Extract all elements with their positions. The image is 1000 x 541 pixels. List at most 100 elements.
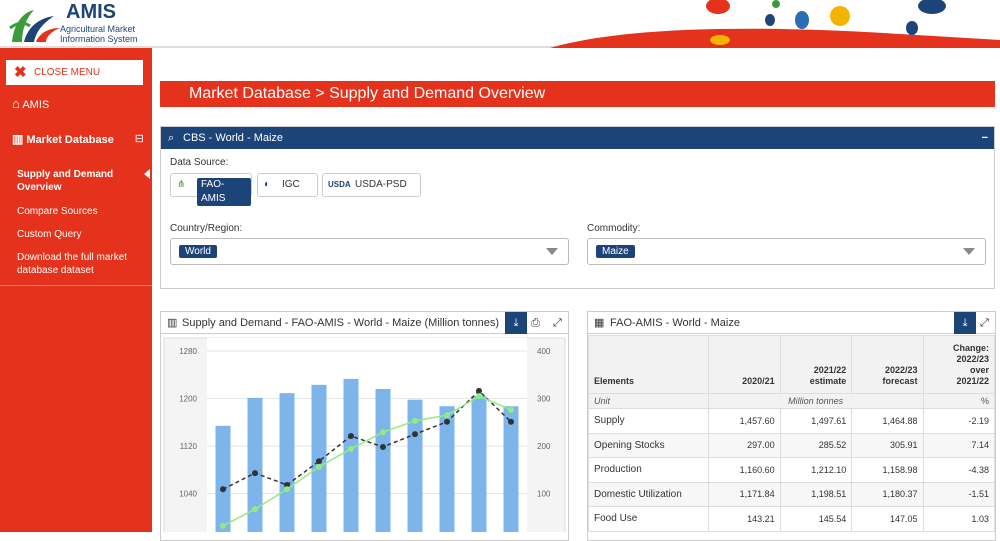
label: Data Source: <box>170 157 228 168</box>
print[interactable]: ⎙ <box>531 312 540 334</box>
label: Country/Region: <box>170 223 242 234</box>
table-cell: -2.19 <box>923 409 995 434</box>
table-cell: 147.05 <box>852 507 923 532</box>
table-cell: Supply <box>589 409 709 434</box>
table-row: Elements2020/212021/22 estimate2022/23 f… <box>589 336 995 394</box>
line-marker <box>348 433 354 439</box>
table-cell: 7.14 <box>923 433 995 458</box>
table-cell: 1,158.98 <box>852 458 923 483</box>
unit-cell: % <box>923 394 995 409</box>
line-marker <box>284 486 290 492</box>
table-cell: 305.91 <box>852 433 923 458</box>
nav-sub[interactable]: Supply and Demand Overview <box>17 168 142 194</box>
table-cell: 297.00 <box>708 433 780 458</box>
y-tick-label: 1040 <box>179 490 197 499</box>
table-title: FAO-AMIS - World - Maize <box>610 317 740 329</box>
expand[interactable]: ⤢ <box>553 312 562 334</box>
commodity-select[interactable]: Maize <box>587 238 986 265</box>
unit-cell: Unit <box>589 394 709 409</box>
search-icon: ⌕ <box>168 127 174 149</box>
table-cell: 1,180.37 <box>852 482 923 507</box>
column-header: Change: 2022/23 over 2021/22 <box>923 336 995 394</box>
nav-item[interactable]: ⌂ AMIS <box>12 96 49 111</box>
nav-item[interactable]: ▥ Market Database⊟ <box>12 132 144 146</box>
table-cell: 1,171.84 <box>708 482 780 507</box>
logo-title: AMIS <box>66 1 116 24</box>
line-marker <box>220 523 226 529</box>
source-button[interactable]: ◐IGC <box>257 173 318 197</box>
source-button[interactable]: USDAUSDA-PSD <box>322 173 421 197</box>
sidebar: ✖ CLOSE MENU ⌂ AMIS ▥ Market Database⊟ Su… <box>0 48 152 532</box>
bar <box>216 426 231 532</box>
select-value: World <box>179 245 217 258</box>
nav-sub[interactable]: Compare Sources <box>17 205 142 218</box>
table-cell: Domestic Utilization <box>589 482 709 507</box>
close-icon: ✖ <box>14 60 27 85</box>
download[interactable]: ⤓ <box>954 312 976 334</box>
y2-tick-label: 200 <box>537 442 551 451</box>
unit-cell: Million tonnes <box>708 394 923 409</box>
bar <box>504 406 519 532</box>
table-row: Opening Stocks297.00285.52305.917.14 <box>589 433 995 458</box>
y2-tick-label: 300 <box>537 395 551 404</box>
table-cell: 1,464.88 <box>852 409 923 434</box>
table-cell: 143.21 <box>708 507 780 532</box>
table-cell: Food Use <box>589 507 709 532</box>
column-header: 2020/21 <box>708 336 780 394</box>
line-marker <box>316 458 322 464</box>
logo-line: Agricultural Market <box>60 24 138 34</box>
caret <box>963 248 975 255</box>
table-row: Food Use143.21145.54147.051.03 <box>589 507 995 532</box>
download[interactable]: ⤓ <box>505 312 527 334</box>
line-marker <box>252 470 258 476</box>
line-marker <box>508 407 514 413</box>
line-marker <box>252 506 258 512</box>
panel-header: ⌕CBS - World - Maize− <box>161 127 994 149</box>
nav-text: Market Database <box>26 134 113 146</box>
nav-sub[interactable]: Download the full market database datase… <box>17 251 142 277</box>
table-cell: -1.51 <box>923 482 995 507</box>
table-cell: 1,198.51 <box>780 482 852 507</box>
nav-sub[interactable]: Custom Query <box>17 228 142 241</box>
table-cell: 1,212.10 <box>780 458 852 483</box>
collapse[interactable]: − <box>982 127 988 149</box>
table-cell: -4.38 <box>923 458 995 483</box>
line-marker <box>220 486 226 492</box>
bar <box>440 406 455 532</box>
table-row: Domestic Utilization1,171.841,198.511,18… <box>589 482 995 507</box>
logo-icon <box>4 2 64 46</box>
expand[interactable]: ⤢ <box>980 312 989 334</box>
column-header: 2022/23 forecast <box>852 336 923 394</box>
table-cell: 1.03 <box>923 507 995 532</box>
table-cell: 1,497.61 <box>780 409 852 434</box>
table-cell: 1,160.60 <box>708 458 780 483</box>
close-text: CLOSE MENU <box>34 67 100 78</box>
table-row: Production1,160.601,212.101,158.98-4.38 <box>589 458 995 483</box>
table-cell: 285.52 <box>780 433 852 458</box>
source-button[interactable]: ⋔FAO-AMIS <box>170 173 252 197</box>
line-marker <box>508 419 514 425</box>
panel-header: ▦ FAO-AMIS - World - Maize ⤓⤢ <box>588 312 995 334</box>
line-marker <box>380 444 386 450</box>
divider <box>0 285 152 286</box>
header-decoration <box>540 0 1000 48</box>
table-cell: Opening Stocks <box>589 433 709 458</box>
bar <box>280 393 295 532</box>
table-icon: ▦ <box>594 312 604 334</box>
select-value: Maize <box>596 245 635 258</box>
bar <box>344 379 359 532</box>
caret <box>546 248 558 255</box>
country-select[interactable]: World <box>170 238 569 265</box>
y-tick-label: 1280 <box>179 347 197 356</box>
close-menu[interactable]: ✖ CLOSE MENU <box>6 60 143 85</box>
chart-icon: ▥ <box>167 312 177 334</box>
logo-line: Information System <box>60 34 138 44</box>
logo-subtitle: Agricultural MarketInformation System <box>60 24 138 44</box>
source-text: USDA-PSD <box>355 179 407 190</box>
line-marker <box>476 388 482 394</box>
label: Commodity: <box>587 223 640 234</box>
bar <box>472 396 487 532</box>
line-marker <box>444 419 450 425</box>
y-tick-label: 1120 <box>180 442 198 451</box>
